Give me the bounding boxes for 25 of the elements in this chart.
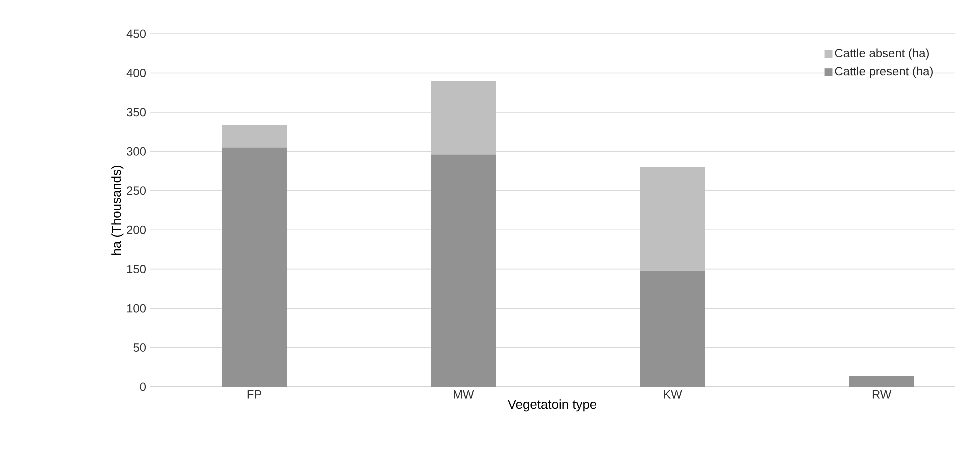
x-tick-label: FP (248, 390, 262, 399)
x-tick-label: KW (664, 390, 682, 399)
x-tick-label: MW (454, 390, 474, 399)
bar (431, 154, 496, 387)
bar (640, 270, 706, 387)
y-tick-label: 150 (127, 265, 146, 274)
y-tick-label: 200 (127, 226, 146, 234)
y-tick-label: 350 (126, 108, 146, 117)
y-tick-label: 250 (127, 186, 146, 196)
x-tick-label: RW (872, 390, 892, 399)
legend-label: Cattle absent (ha) (835, 48, 929, 60)
bar (431, 81, 496, 155)
x-axis-title: Vegetatoin type (508, 400, 597, 412)
y-tick-label: 0 (140, 382, 146, 392)
bar (222, 148, 288, 387)
y-tick-label: 50 (134, 344, 146, 352)
legend-label: Cattle present (ha) (835, 66, 933, 78)
bar (849, 376, 914, 387)
y-axis-title: ha (Thousands) (112, 166, 124, 255)
y-tick-label: 300 (126, 147, 146, 156)
y-tick-label: 450 (126, 30, 146, 38)
y-tick-label: 100 (127, 304, 146, 313)
bar (640, 167, 706, 271)
y-tick-label: 400 (126, 68, 146, 78)
bar (222, 124, 288, 148)
